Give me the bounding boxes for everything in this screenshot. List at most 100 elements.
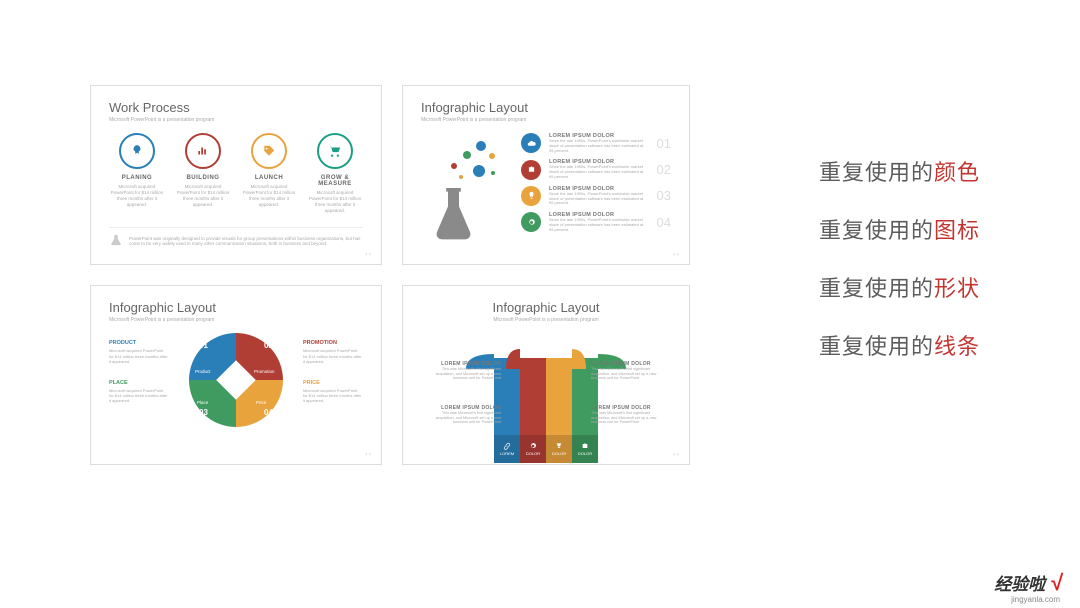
text-block: PROMOTIONMicrosoft acquired PowerPoint f… <box>303 340 363 364</box>
right-line: 重复使用的形状 <box>819 271 980 303</box>
bubble-dot <box>463 151 471 159</box>
item-icon <box>521 133 541 153</box>
text-block: PLACE Microsoft acquired PowerPoint for $… <box>109 380 169 404</box>
line-highlight: 颜色 <box>934 160 980 185</box>
process-item: BUILDING Microsoft acquired PowerPoint fo… <box>175 133 231 213</box>
block-text: Microsoft acquired PowerPoint for $14 mi… <box>109 348 169 364</box>
bubble-dot <box>491 171 495 175</box>
slide-infographic-petals: Infographic Layout Microsoft PowerPoint … <box>90 285 382 465</box>
bar-bottom: DOLOR <box>572 435 598 463</box>
right-line: 重复使用的颜色 <box>819 155 980 187</box>
text-pair: LOREM IPSUM DOLORThis was Microsoft's fi… <box>429 361 501 381</box>
text-block: PRODUCTMicrosoft acquired PowerPoint for… <box>109 340 169 364</box>
item-text: Since the late 1990s, PowerPoint's world… <box>549 165 649 179</box>
slide-nav: ‹ › <box>365 252 371 258</box>
text-pair: LOREM IPSUM DOLORThis was Microsoft's fi… <box>591 405 663 425</box>
right-line: 重复使用的线条 <box>819 329 980 361</box>
item-text: Microsoft acquired PowerPoint for $14 mi… <box>307 190 363 213</box>
petal-label: Place <box>197 400 208 405</box>
line-pre: 重复使用的 <box>819 160 934 185</box>
list-item: LOREM IPSUM DOLORSince the late 1990s, P… <box>521 212 671 232</box>
bar-bottom: DOLOR <box>520 435 546 463</box>
slide-footer: PowerPoint was originally designed to pr… <box>109 227 363 248</box>
item-head: PLANING <box>109 175 165 181</box>
bubble-dot <box>476 141 486 151</box>
block-text: Microsoft acquired PowerPoint for $14 mi… <box>303 348 363 364</box>
item-num: 01 <box>657 136 671 151</box>
pair-text: This was Microsoft's first significant a… <box>591 367 663 381</box>
text-pair: LOREM IPSUM DOLORThis was Microsoft's fi… <box>429 405 501 425</box>
list-item: LOREM IPSUM DOLORSince the late 1990s, P… <box>521 133 671 153</box>
pair-text: This was Microsoft's first significant a… <box>429 411 501 425</box>
line-highlight: 形状 <box>934 276 980 301</box>
slide-infographic-bars: Infographic Layout Microsoft PowerPoint … <box>402 285 690 465</box>
list-item: LOREM IPSUM DOLORSince the late 1990s, P… <box>521 186 671 206</box>
list-item: LOREM IPSUM DOLORSince the late 1990s, P… <box>521 159 671 179</box>
bubble-dot <box>459 175 463 179</box>
item-icon <box>521 186 541 206</box>
flask-icon <box>431 188 476 243</box>
slide-title: Infographic Layout <box>109 300 363 315</box>
slide-work-process: Work Process Microsoft PowerPoint is a p… <box>90 85 382 265</box>
petal-num: 01 <box>199 341 208 350</box>
bar-icon <box>529 442 537 450</box>
flask-icon <box>109 234 123 248</box>
process-item: LAUNCH Microsoft acquired PowerPoint for … <box>241 133 297 213</box>
bar-bottom: LOREM <box>494 435 520 463</box>
process-row: PLANING Microsoft acquired PowerPoint for… <box>109 133 363 213</box>
item-num: 03 <box>657 188 671 203</box>
pair-text: This was Microsoft's first significant a… <box>591 411 663 425</box>
bar-label: DOLOR <box>578 451 592 456</box>
slide-grid: Work Process Microsoft PowerPoint is a p… <box>90 85 690 465</box>
watermark: 经验啦 √ <box>994 570 1062 596</box>
bar: DOLOR <box>520 358 546 463</box>
slide-nav: ‹ › <box>365 452 371 458</box>
item-head: LAUNCH <box>241 175 297 181</box>
block-head: PRICE <box>303 380 363 386</box>
text-pair: LOREM IPSUM DOLORThis was Microsoft's fi… <box>591 361 663 381</box>
watermark-text: 经验啦 <box>994 575 1045 594</box>
item-icon <box>521 160 541 180</box>
item-text: Since the late 1990s, PowerPoint's world… <box>549 192 649 206</box>
left-col: PRODUCTMicrosoft acquired PowerPoint for… <box>109 340 169 419</box>
bars: LOREM DOLOR DOLOR DOLOR <box>494 358 598 463</box>
item-head: BUILDING <box>175 175 231 181</box>
item-num: 04 <box>657 215 671 230</box>
slide-nav: ‹ › <box>673 452 679 458</box>
slide-subtitle: Microsoft PowerPoint is a presentation p… <box>109 117 363 123</box>
right-line: 重复使用的图标 <box>819 213 980 245</box>
line-highlight: 线条 <box>934 334 980 359</box>
item-text: Microsoft acquired PowerPoint for $14 mi… <box>241 184 297 207</box>
bar-icon <box>581 442 589 450</box>
line-pre: 重复使用的 <box>819 218 934 243</box>
right-text-list: 重复使用的颜色重复使用的图标重复使用的形状重复使用的线条 <box>819 155 980 387</box>
slide-subtitle: Microsoft PowerPoint is a presentation p… <box>421 117 671 123</box>
item-text: Microsoft acquired PowerPoint for $14 mi… <box>175 184 231 207</box>
circle-icon <box>185 133 221 169</box>
petal-chart: 01Product02Promotion03Place04Price <box>189 333 283 427</box>
bubble-dot <box>451 163 457 169</box>
petal-label: Promotion <box>254 369 275 374</box>
text-block: PRICEMicrosoft acquired PowerPoint for $… <box>303 380 363 404</box>
block-head: PLACE <box>109 380 169 386</box>
process-item: GROW & MEASUREMicrosoft acquired PowerPo… <box>307 133 363 213</box>
bar: DOLOR <box>546 358 572 463</box>
block-text: Microsoft acquired PowerPoint for $14 mi… <box>109 388 169 404</box>
slide-title: Infographic Layout <box>421 300 671 315</box>
bar-label: DOLOR <box>552 451 566 456</box>
petal-num: 04 <box>264 408 273 417</box>
bar-bottom: DOLOR <box>546 435 572 463</box>
line-pre: 重复使用的 <box>819 334 934 359</box>
bubble-dot <box>473 165 485 177</box>
slide-subtitle: Microsoft PowerPoint is a presentation p… <box>109 317 363 323</box>
check-icon: √ <box>1050 570 1062 595</box>
petal-label: Product <box>195 369 211 374</box>
pair-text: This was Microsoft's first significant a… <box>429 367 501 381</box>
bars-wrap: LOREM DOLOR DOLOR DOLOR LOREM IPSUM DOLORTh… <box>421 333 671 463</box>
slide-infographic-flask: Infographic Layout Microsoft PowerPoint … <box>402 85 690 265</box>
bar-label: LOREM <box>500 451 514 456</box>
item-num: 02 <box>657 162 671 177</box>
circle-icon <box>317 133 353 169</box>
list: LOREM IPSUM DOLORSince the late 1990s, P… <box>521 133 671 243</box>
petal-num: 02 <box>264 341 273 350</box>
